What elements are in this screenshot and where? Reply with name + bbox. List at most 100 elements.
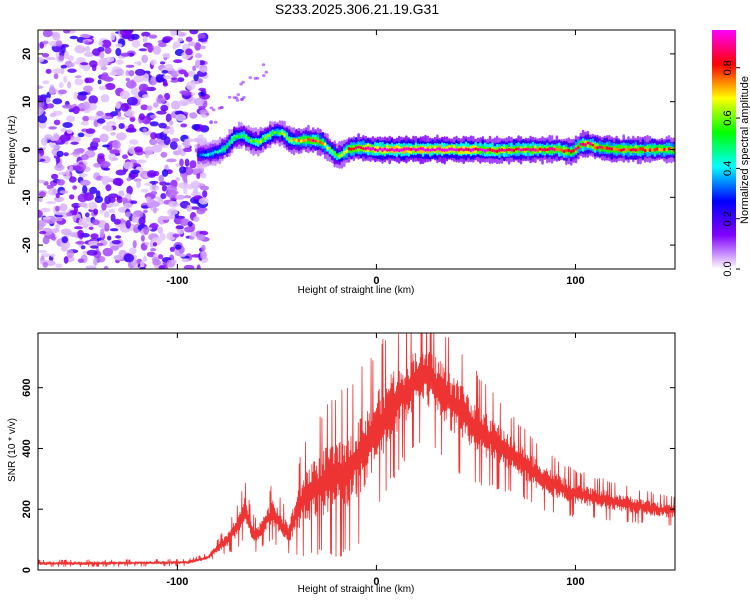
spectrogram-cell — [69, 194, 75, 200]
spectrogram-cell — [58, 89, 67, 95]
spectrogram-cell — [108, 208, 116, 213]
spectrogram-cell — [101, 202, 107, 211]
spectrogram-cell — [295, 138, 298, 143]
spectrogram-cell — [101, 72, 109, 77]
spectrogram-cell — [59, 190, 68, 194]
spectrogram-cell — [171, 100, 181, 110]
spectrogram-cell — [161, 185, 168, 192]
spectrogram-cell — [464, 147, 468, 151]
spectrogram-cell — [136, 180, 141, 189]
snr-y-tick-label: 200 — [21, 500, 33, 518]
spectrogram-cell — [236, 93, 241, 97]
spectrogram-cell — [159, 181, 167, 186]
spectrogram-cell — [161, 70, 169, 74]
spectrogram-cell — [653, 147, 657, 152]
spectrogram-cell — [311, 138, 315, 143]
spectrogram-cell — [115, 116, 126, 120]
spectrogram-cell — [70, 136, 81, 143]
spectrogram-cell — [113, 218, 122, 225]
spectrogram-cell — [131, 39, 141, 48]
spectrogram-cell — [276, 131, 279, 135]
spectrogram-cell — [232, 96, 237, 100]
spectrogram-cell — [376, 148, 379, 153]
snr-line — [38, 333, 675, 568]
spectrogram-cell — [150, 139, 158, 146]
spectrogram-cell — [175, 177, 181, 182]
spectrogram-cell — [333, 151, 336, 155]
spectrogram-cell — [354, 146, 358, 150]
spectrogram-cell — [177, 37, 184, 42]
spectrogram-cell — [283, 133, 286, 137]
spectrogram-cell — [90, 233, 99, 240]
spectrogram-cell — [266, 134, 270, 138]
spectrogram-cell — [75, 241, 86, 245]
spectrogram-cell — [113, 255, 124, 261]
spectrogram-cell — [67, 81, 72, 89]
spectrogram-cell — [111, 240, 122, 245]
spectrogram-x-tick-label: -100 — [166, 275, 188, 287]
spectrogram-cell — [517, 147, 520, 151]
spectrogram-cell — [74, 45, 86, 54]
spectrogram-cell — [150, 248, 157, 252]
spectrogram-cell — [183, 147, 192, 153]
spectrogram-cell — [174, 194, 185, 200]
spectrogram-cell — [252, 139, 255, 144]
spectrogram-cell — [170, 79, 179, 83]
spectrogram-cell — [72, 106, 80, 115]
spectrogram-cell — [38, 153, 41, 162]
spectrogram-cell — [126, 185, 133, 195]
spectrogram-cell — [538, 147, 542, 151]
spectrogram-cell — [546, 148, 549, 152]
spectrogram-cell — [45, 97, 51, 105]
spectrogram-cell — [596, 146, 599, 150]
spectrogram-cell — [168, 71, 173, 75]
spectrogram-cell — [104, 47, 112, 54]
spectrogram-cell — [140, 234, 145, 242]
spectrogram-cell — [73, 91, 78, 100]
spectrogram-cell — [151, 144, 163, 153]
spectrogram-cell — [209, 120, 213, 124]
spectrogram-cell — [158, 175, 164, 183]
spectrogram-cell — [111, 202, 120, 207]
spectrogram-cell — [196, 208, 206, 215]
spectrogram-cell — [177, 77, 185, 83]
spectrogram-cell — [369, 147, 372, 151]
spectrogram-cell — [80, 120, 89, 126]
spectrogram-cell — [249, 139, 253, 143]
spectrogram-cell — [50, 145, 62, 149]
spectrogram-cell — [273, 131, 277, 135]
spectrogram-cell — [103, 210, 110, 218]
spectrogram-cell — [115, 169, 127, 176]
spectrogram-cell — [106, 121, 117, 126]
spectrogram-cell — [400, 148, 403, 152]
spectrogram-cell — [157, 226, 164, 234]
spectrogram-cell — [181, 258, 190, 263]
spectrogram-cell — [209, 106, 214, 110]
spectrogram-cell — [141, 54, 149, 64]
spectrogram-cell — [264, 136, 267, 140]
spectrogram-cell — [72, 165, 82, 171]
spectrogram-cell — [120, 30, 131, 37]
spectrogram-cell — [109, 71, 117, 76]
colorbar-ticks: 0.0 0.2 0.4 0.6 0.8 — [722, 60, 740, 277]
spectrogram-cell — [67, 68, 77, 73]
spectrogram-cell — [38, 85, 44, 89]
spectrogram-cell — [177, 147, 182, 155]
spectrogram-cell — [175, 244, 182, 250]
colorbar-tick-label: 0.8 — [722, 60, 734, 75]
spectrogram-cell — [133, 75, 145, 83]
spectrogram-cell — [116, 196, 123, 204]
spectrogram-cell — [138, 113, 145, 121]
spectrogram-cell — [189, 30, 199, 35]
spectrogram-cell — [105, 125, 113, 132]
spectrogram-cell — [182, 173, 188, 182]
spectrogram-cell — [565, 148, 568, 153]
spectrogram-cell — [77, 258, 84, 264]
spectrogram-cell — [82, 185, 88, 194]
spectrogram-cell — [529, 148, 532, 152]
spectrogram-cell — [204, 153, 207, 157]
spectrogram-cell — [193, 216, 200, 222]
spectrogram-cell — [55, 192, 60, 199]
spectrogram-cell — [407, 147, 411, 151]
spectrogram-x-tick-label: 100 — [566, 275, 584, 287]
